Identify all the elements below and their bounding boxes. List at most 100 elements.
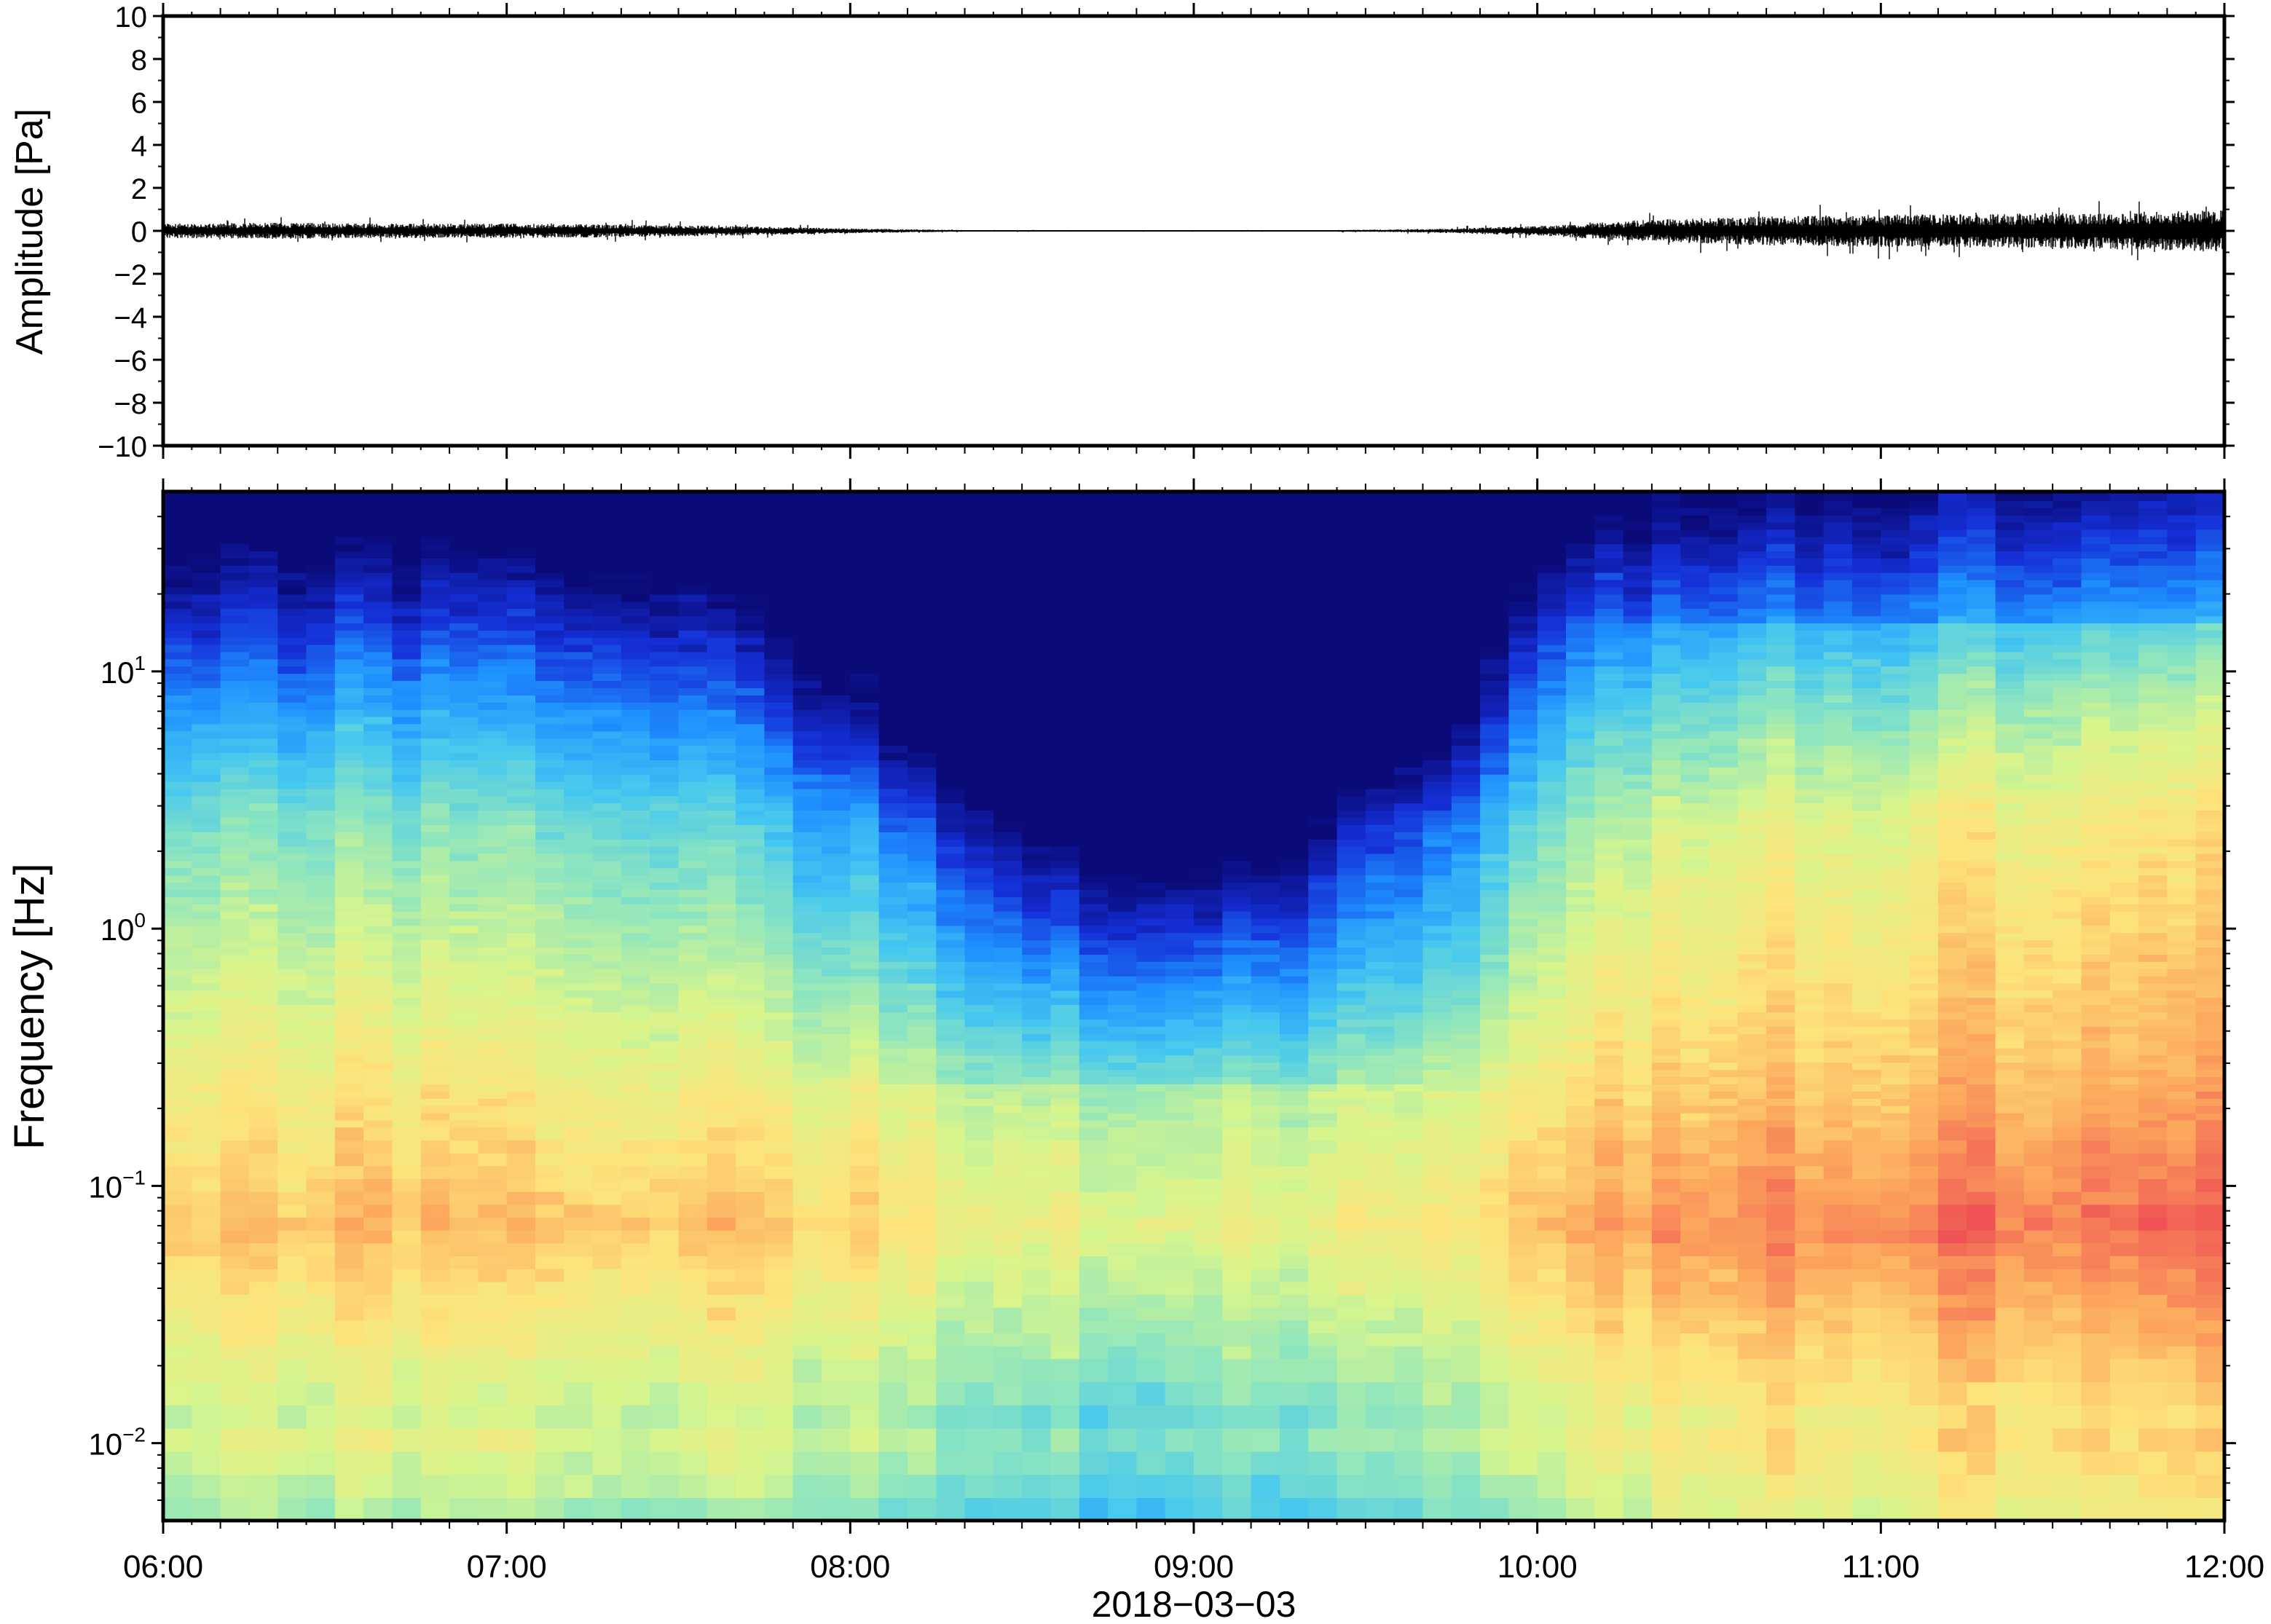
spectrogram-cell [392,968,422,977]
spectrogram-cell [248,615,278,623]
spectrogram-cell [1308,579,1338,588]
spectrogram-cell [1022,1098,1052,1106]
spectrogram-cell [478,1294,508,1308]
spectrogram-cell [1079,910,1109,919]
spectrogram-cell [736,1333,765,1347]
spectrogram-cell [964,1140,994,1154]
spectrogram-cell [1022,1358,1052,1383]
spectrogram-cell [850,1281,880,1295]
spectrogram-cell [707,932,736,941]
spectrogram-cell [1337,824,1366,832]
spectrogram-cell [1108,1427,1138,1452]
spectrogram-cell [621,968,650,977]
spectrogram-cell [506,752,536,760]
spectrogram-cell [650,817,680,825]
spectrogram-cell [621,723,650,732]
spectrogram-cell [1194,781,1224,789]
spectrogram-cell [478,695,508,703]
spectrogram-cell [1279,1178,1309,1192]
spectrogram-cell [822,615,851,623]
spectrogram-cell [506,1320,536,1333]
spectrogram-cell [993,990,1023,998]
spectrogram-cell [478,1474,508,1498]
spectrogram-cell [1022,925,1052,934]
spectrogram-cell [1194,680,1224,688]
spectrogram-cell [306,1127,336,1140]
spectrogram-cell [878,716,908,725]
spectrogram-cell [506,1105,536,1113]
spectrogram-cell [678,644,708,653]
spectrogram-cell [736,1112,765,1121]
spectrogram-cell [792,608,822,617]
spectrogram-cell [764,630,794,638]
spectrogram-cell [792,1204,822,1218]
spectrogram-cell [964,853,994,862]
spectrogram-cell [878,586,908,595]
spectrogram-cell [764,507,794,516]
spectrogram-cell [907,817,937,825]
spectrogram-cell [306,644,336,653]
spectrogram-cell [449,1256,479,1269]
spectrogram-cell [392,997,422,1006]
spectrogram-cell [449,680,479,688]
spectrogram-cell [1136,997,1166,1006]
spectrogram-cell [1022,658,1052,667]
spectrogram-cell [964,1345,994,1360]
spectrogram-cell [993,903,1023,912]
spectrogram-cell [792,687,822,695]
spectrogram-cell [363,817,393,825]
spectrogram-cell [621,982,650,991]
spectrogram-cell [278,723,307,732]
spectrogram-cell [650,1191,680,1205]
spectrogram-cell [1165,1191,1194,1205]
spectrogram-cell [1222,1047,1252,1056]
spectrogram-cell [707,1098,736,1106]
spectrogram-cell [248,1076,278,1084]
spectrogram-cell [650,558,680,566]
spectrogram-cell [535,695,565,703]
spectrogram-cell [1194,1427,1224,1452]
spectrogram-cell [163,695,193,703]
spectrogram-cell [850,1345,880,1360]
spectrogram-cell [220,838,250,847]
spectrogram-cell [1108,1345,1138,1360]
spectrogram-cell [420,760,450,768]
spectrogram-cell [334,1306,364,1321]
spectrogram-cell [334,636,364,645]
spectrogram-cell [163,1358,193,1383]
spectrogram-cell [993,954,1023,962]
spectrogram-cell [1136,932,1166,941]
spectrogram-cell [1050,1474,1080,1498]
spectrogram-cell [1050,1333,1080,1347]
spectrogram-cell [506,608,536,617]
spectrogram-cell [592,1281,622,1295]
spectrogram-cell [334,882,364,890]
spectrogram-cell [736,579,765,588]
spectrogram-cell [363,1497,393,1521]
spectrogram-cell [678,752,708,760]
spectrogram-cell [278,507,307,516]
spectrogram-cell [592,975,622,984]
spectrogram-cell [736,687,765,695]
spectrogram-cell [449,1004,479,1013]
spectrogram-cell [420,680,450,688]
spectrogram-cell [449,1320,479,1333]
spectrogram-cell [1108,673,1138,682]
spectrogram-cell [736,767,765,775]
waveform-y-tick-label: 6 [131,87,147,119]
spectrogram-cell [1194,1152,1224,1167]
spectrogram-cell [792,910,822,919]
spectrogram-cell [392,1320,422,1333]
spectrogram-cell [964,990,994,998]
spectrogram-cell [936,910,966,919]
spectrogram-cell [420,1497,450,1521]
spectrogram-cell [592,1497,622,1521]
spectrogram-cell [163,860,193,869]
spectrogram-cell [1194,723,1224,732]
spectrogram-cell [449,514,479,523]
spectrogram-cell [478,702,508,710]
spectrogram-cell [248,521,278,530]
spectrogram-cell [306,1474,336,1498]
spectrogram-cell [478,745,508,753]
spectrogram-cell [678,832,708,840]
